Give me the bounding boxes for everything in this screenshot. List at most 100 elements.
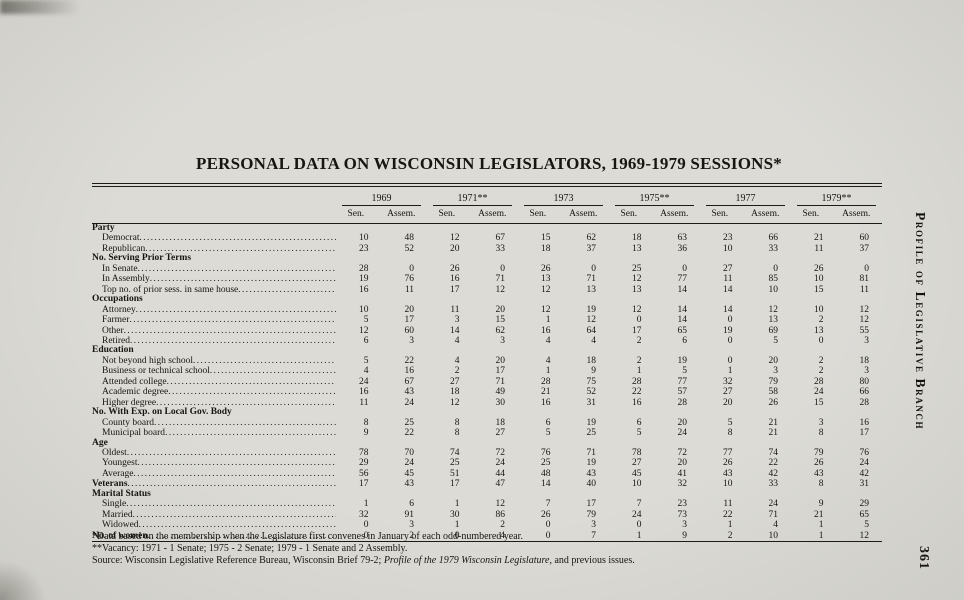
value-cell: 16: [359, 387, 369, 398]
value-cell: 60: [404, 325, 415, 336]
value-cell: 26: [814, 263, 824, 274]
value-cell: 24: [495, 458, 506, 469]
value-cell: 12: [632, 304, 642, 315]
section-row: Education: [92, 345, 882, 356]
value-cell: 77: [677, 376, 688, 387]
value-cell: 24: [859, 458, 870, 469]
row-label: Education: [92, 345, 134, 356]
value-cell: 14: [677, 284, 688, 295]
value-cell: 0: [545, 530, 551, 541]
value-cell: 19: [723, 325, 733, 336]
value-cell: 71: [586, 447, 597, 458]
value-cell: 79: [814, 447, 824, 458]
dot-leader: [210, 366, 336, 376]
row-label: No. of women: [92, 531, 336, 541]
value-cell: 29: [859, 499, 870, 510]
value-cell: 45: [632, 468, 642, 479]
value-cell: 65: [677, 325, 688, 336]
table-row: Married 32 91 30 86 26 79 24 73 22 71 21 65: [92, 510, 882, 520]
value-cell: 18: [632, 233, 642, 244]
value-cell: 9: [682, 530, 687, 541]
value-cell: 28: [632, 376, 642, 387]
value-cell: 12: [359, 325, 369, 336]
row-label-text: Municipal board: [102, 428, 166, 439]
subheader-assem: Assem.: [381, 206, 427, 224]
value-cell: 32: [359, 509, 369, 520]
row-label-text: Republican: [102, 243, 146, 254]
value-cell: 43: [586, 468, 597, 479]
year-header-row: 1969 1971** 1973 1975** 1977 1979**: [92, 187, 882, 206]
value-cell: 17: [404, 315, 415, 326]
value-cell: 0: [636, 315, 642, 326]
value-cell: 9: [818, 499, 824, 510]
value-cell: 78: [359, 447, 369, 458]
dot-leader: [238, 285, 336, 295]
row-label: Married: [92, 510, 336, 520]
value-cell: 63: [677, 233, 688, 244]
value-cell: 32: [677, 479, 688, 490]
row-label-wrap: Married: [92, 510, 336, 520]
value-cell: 56: [359, 468, 369, 479]
dot-leader: [167, 377, 336, 387]
value-cell: 16: [404, 366, 415, 377]
value-cell: 1: [545, 366, 551, 377]
row-label-wrap: Average: [92, 469, 336, 479]
footnote-vacancy: **Vacancy: 1971 - 1 Senate; 1975 - 2 Sen…: [92, 542, 408, 554]
subheader-sen: Sen.: [336, 206, 382, 224]
value-cell: 0: [727, 355, 733, 366]
value-cell: 12: [859, 530, 870, 541]
value-cell: 1: [363, 499, 369, 510]
value-cell: 0: [682, 263, 687, 274]
value-cell: 64: [586, 325, 597, 336]
value-cell: 13: [814, 325, 824, 336]
value-cell: 0: [454, 530, 460, 541]
value-cell: 76: [404, 274, 415, 285]
value-cell: 4: [454, 335, 460, 346]
value-cell: 14: [541, 479, 551, 490]
value-cell: 20: [677, 417, 688, 428]
value-cell: 1: [636, 530, 642, 541]
scan-artifact-bottom-left: [0, 560, 46, 600]
value-cell: 21: [541, 387, 551, 398]
value-cell: 1: [454, 520, 460, 531]
table-row: Business or technical school 4 16 2 17 1 9 1 5 1 3…: [92, 366, 882, 376]
dot-leader: [168, 387, 336, 397]
value-cell: 20: [677, 458, 688, 469]
value-cell: 24: [404, 458, 415, 469]
value-cell: 26: [814, 458, 824, 469]
value-cell: 4: [591, 335, 596, 346]
value-cell: 80: [859, 376, 870, 387]
subheader-row: Sen. Assem. Sen. Assem. Sen. Assem. Sen. Assem.…: [92, 206, 882, 224]
value-cell: 11: [723, 499, 733, 510]
row-label-wrap: County board: [92, 418, 336, 428]
value-cell: 11: [450, 304, 460, 315]
section-row: No. With Exp. on Local Gov. Body: [92, 407, 882, 417]
table-row: Veterans 17 43 17 47 14 40 10 32 10 33 8 31: [92, 479, 882, 489]
value-cell: 13: [586, 284, 597, 295]
footnote-data-basis: *Data based on the membership when the L…: [92, 531, 523, 542]
dot-leader: [126, 499, 336, 509]
value-cell: 0: [636, 520, 642, 531]
value-cell: 17: [586, 499, 597, 510]
value-cell: 65: [859, 509, 870, 520]
row-label: Single: [92, 499, 336, 509]
value-cell: 17: [495, 366, 506, 377]
value-cell: 91: [404, 509, 415, 520]
value-cell: 0: [773, 263, 778, 274]
value-cell: 2: [818, 366, 824, 377]
section-row: Occupations: [92, 294, 882, 304]
value-cell: 86: [495, 509, 506, 520]
value-cell: 12: [768, 304, 779, 315]
value-cell: 12: [450, 397, 460, 408]
value-cell: 6: [545, 417, 551, 428]
value-cell: 21: [814, 509, 824, 520]
value-cell: 1: [454, 499, 460, 510]
value-cell: 77: [723, 447, 733, 458]
value-cell: 44: [495, 468, 506, 479]
value-cell: 43: [404, 479, 415, 490]
row-label-text: In Assembly: [102, 274, 150, 285]
table-row: Not beyond high school 5 22 4 20 4 18 2 19 0 20 2 18: [92, 356, 882, 366]
value-cell: 7: [591, 530, 596, 541]
value-cell: 62: [586, 233, 597, 244]
scan-artifact-top-left: [0, 0, 80, 14]
